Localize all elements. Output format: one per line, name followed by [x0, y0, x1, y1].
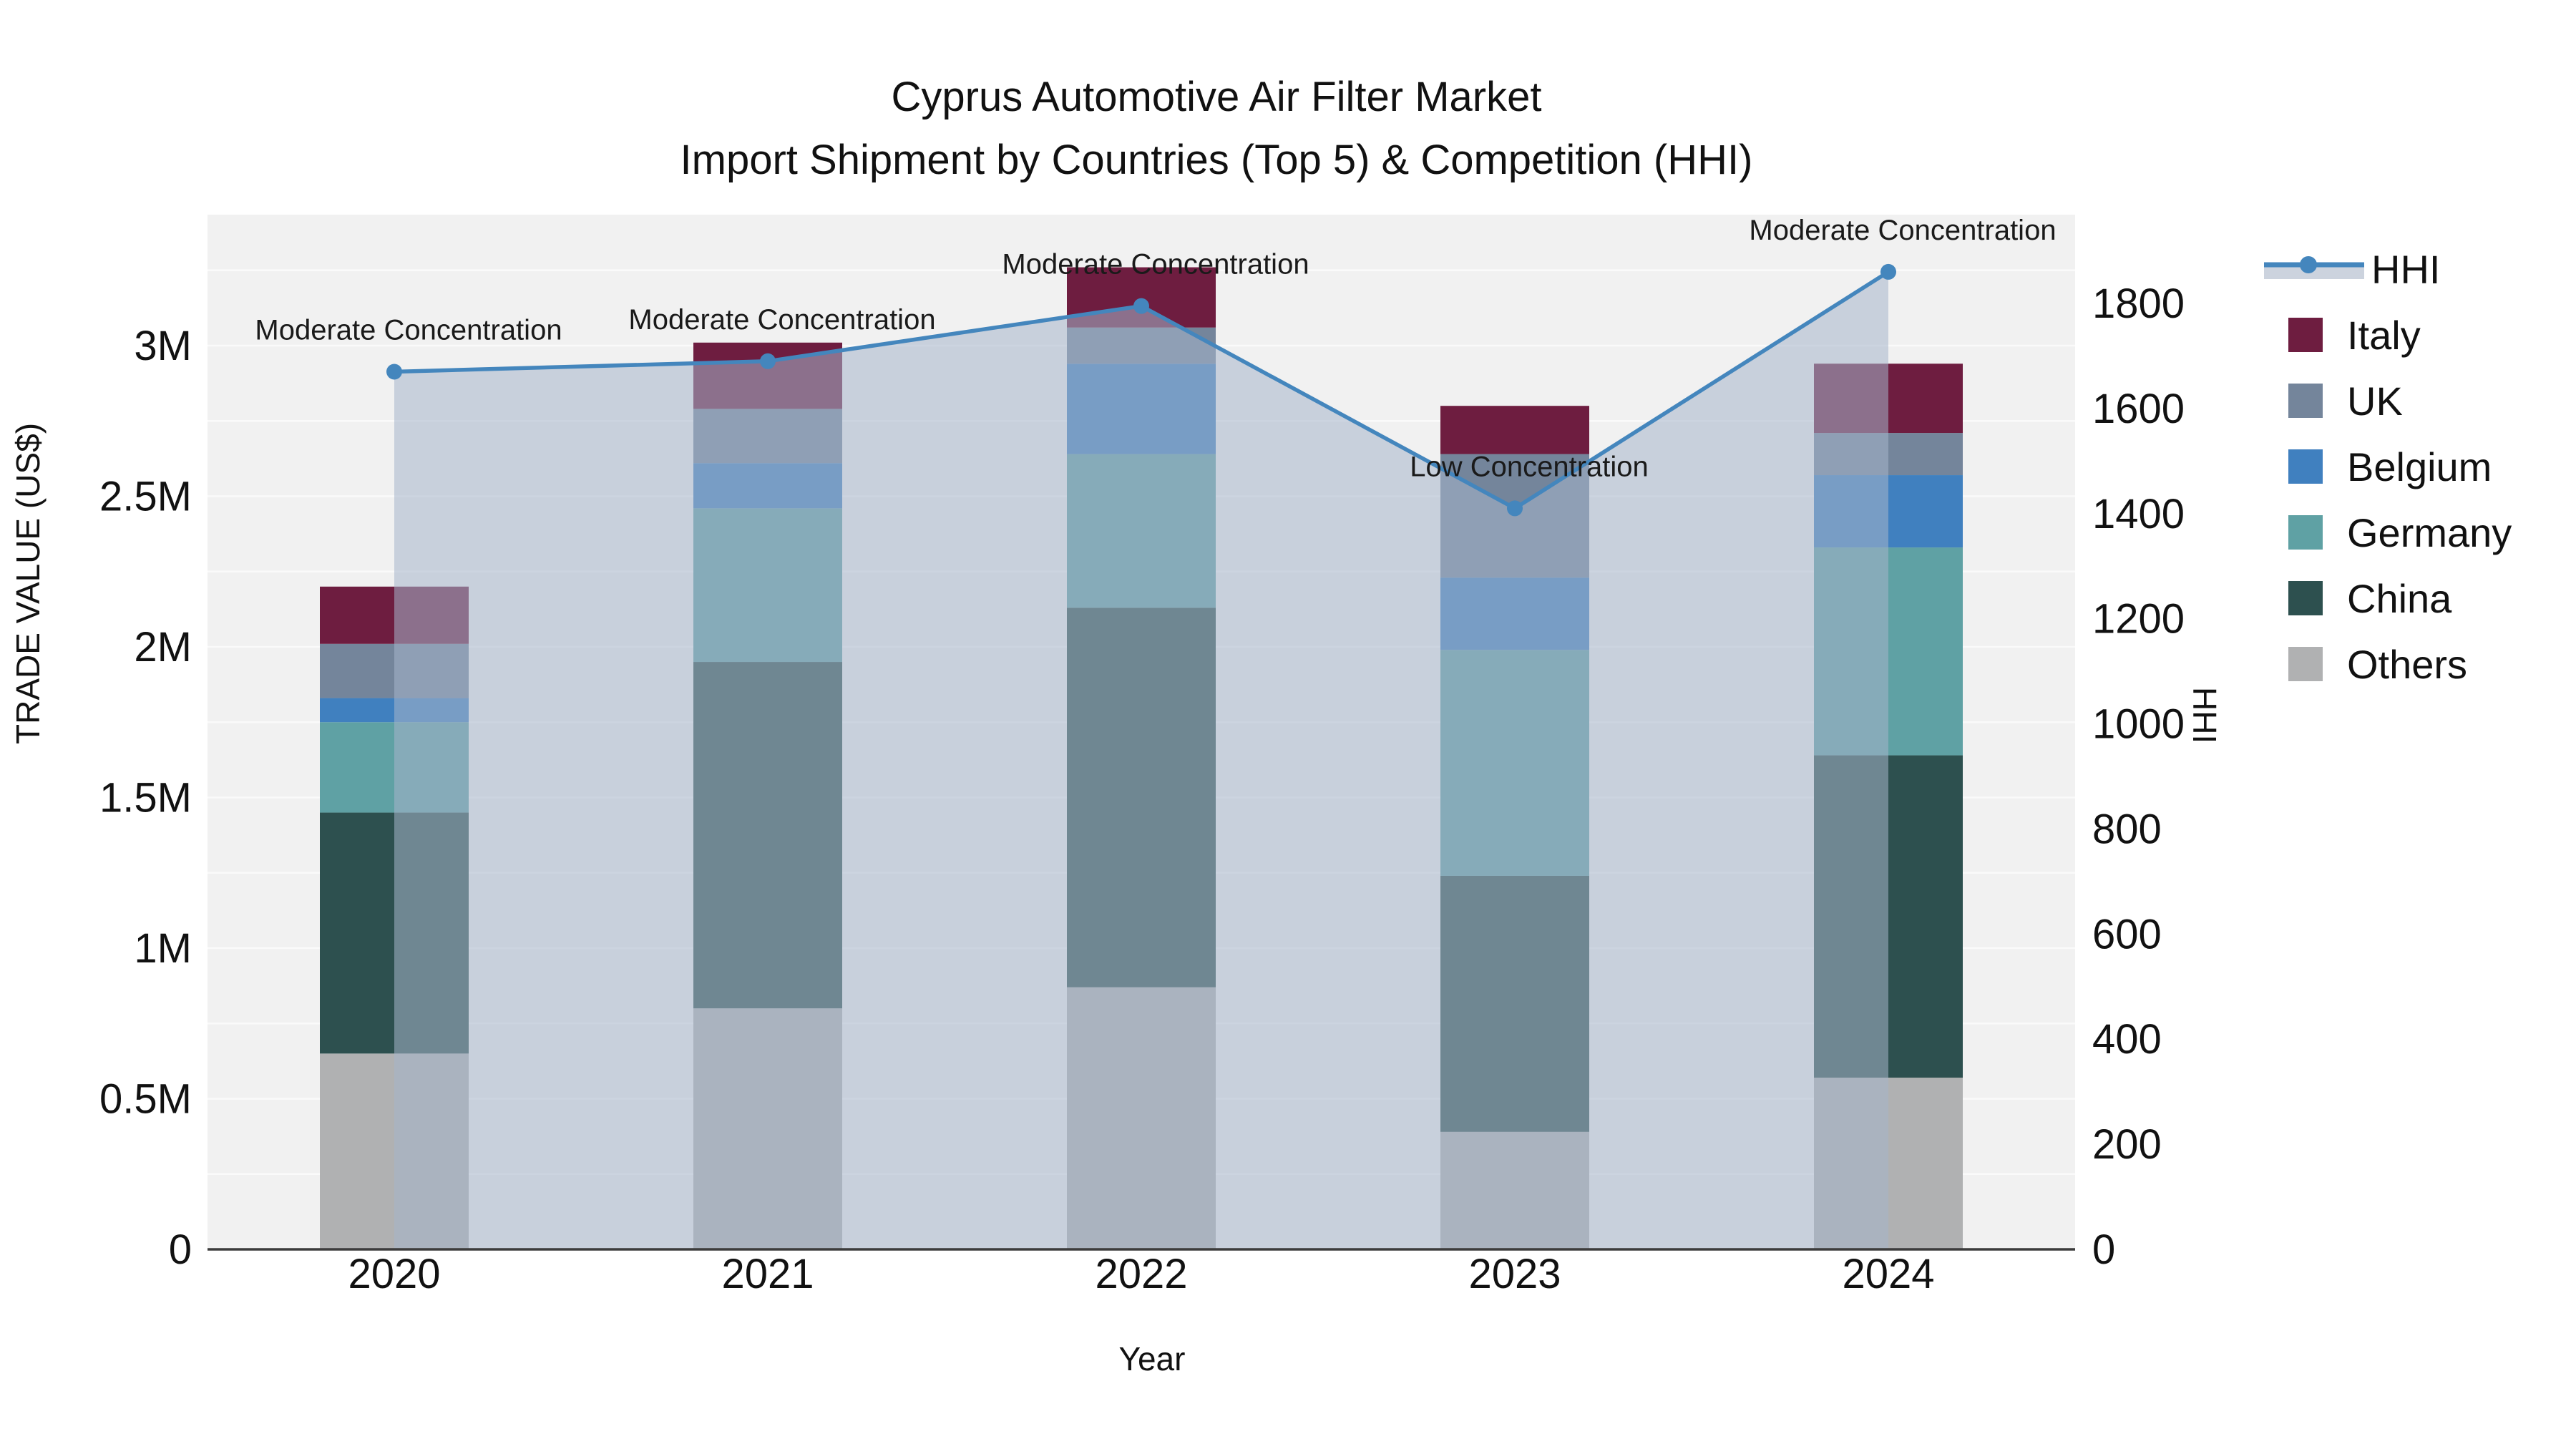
uk-swatch-icon: [2288, 384, 2323, 418]
right-axis-tick-1400: 1400: [2092, 491, 2185, 537]
legend-item-others[interactable]: Others: [2288, 631, 2575, 697]
china-swatch-icon: [2288, 581, 2323, 615]
left-axis-tick-0: 0: [169, 1226, 192, 1273]
right-axis-title: HHI: [2186, 687, 2223, 744]
right-axis-tick-800: 800: [2092, 806, 2162, 852]
right-axis-tick-200: 200: [2092, 1121, 2162, 1168]
x-axis-tick-2023: 2023: [1468, 1251, 1561, 1297]
x-axis-title: Year: [1118, 1340, 1186, 1377]
hhi-marker-2024[interactable]: [1880, 263, 1896, 280]
annotation-2020: Moderate Concentration: [255, 314, 562, 346]
chart-title: Cyprus Automotive Air Filter Market Impo…: [0, 66, 2433, 192]
annotation-2022: Moderate Concentration: [1002, 249, 1309, 280]
x-axis-tick-2024: 2024: [1842, 1251, 1934, 1297]
annotation-2024: Moderate Concentration: [1749, 215, 2056, 246]
left-axis-tick-1M: 1M: [134, 925, 192, 972]
hhi-area-fill: [394, 271, 1888, 1249]
legend-item-uk[interactable]: UK: [2288, 368, 2575, 434]
right-axis-tick-1800: 1800: [2092, 280, 2185, 327]
right-axis-tick-400: 400: [2092, 1016, 2162, 1063]
x-axis-tick-2020: 2020: [348, 1251, 440, 1297]
belgium-swatch-icon: [2288, 449, 2323, 484]
legend-label-italy: Italy: [2347, 312, 2421, 358]
chart-title-line2: Import Shipment by Countries (Top 5) & C…: [680, 137, 1753, 183]
left-axis-title: TRADE VALUE (US$): [9, 422, 47, 744]
right-axis-tick-600: 600: [2092, 911, 2162, 957]
italy-swatch-icon: [2288, 318, 2323, 352]
right-axis-tick-1600: 1600: [2092, 386, 2185, 432]
left-axis-tick-3M: 3M: [134, 323, 192, 369]
x-axis-tick-2022: 2022: [1095, 1251, 1187, 1297]
chart-title-line1: Cyprus Automotive Air Filter Market: [891, 74, 1542, 120]
hhi-line-key-icon: [2264, 256, 2364, 279]
legend-label-belgium: Belgium: [2347, 444, 2492, 489]
hhi-marker-2020[interactable]: [386, 364, 402, 380]
left-axis-tick-2.5M: 2.5M: [99, 474, 192, 520]
hhi-marker-2021[interactable]: [760, 353, 776, 369]
left-axis-tick-1.5M: 1.5M: [99, 775, 192, 821]
legend-label-china: China: [2347, 575, 2452, 621]
annotation-2023: Low Concentration: [1410, 451, 1649, 482]
legend-label-others: Others: [2347, 641, 2468, 687]
right-axis-tick-0: 0: [2092, 1226, 2115, 1273]
left-axis-tick-2M: 2M: [134, 624, 192, 670]
legend-item-germany[interactable]: Germany: [2288, 499, 2575, 565]
legend-item-china[interactable]: China: [2288, 565, 2575, 631]
legend-item-hhi[interactable]: HHI: [2264, 236, 2575, 302]
left-axis-tick-0.5M: 0.5M: [99, 1076, 192, 1123]
legend-label-germany: Germany: [2347, 509, 2512, 555]
bar-segment-italy-2023[interactable]: [1440, 406, 1589, 454]
legend-label-uk: UK: [2347, 378, 2403, 424]
legend: HHI Italy UK Belgium Germany China Others: [2264, 236, 2575, 697]
annotation-2021: Moderate Concentration: [628, 304, 935, 336]
germany-swatch-icon: [2288, 515, 2323, 550]
x-axis-tick-2021: 2021: [721, 1251, 814, 1297]
legend-label-hhi: HHI: [2371, 246, 2441, 292]
hhi-marker-2023[interactable]: [1507, 500, 1523, 517]
right-axis-tick-1200: 1200: [2092, 596, 2185, 643]
hhi-marker-2022[interactable]: [1133, 298, 1149, 314]
legend-item-belgium[interactable]: Belgium: [2288, 434, 2575, 499]
right-axis-tick-1000: 1000: [2092, 701, 2185, 748]
legend-item-italy[interactable]: Italy: [2288, 302, 2575, 368]
others-swatch-icon: [2288, 647, 2323, 681]
